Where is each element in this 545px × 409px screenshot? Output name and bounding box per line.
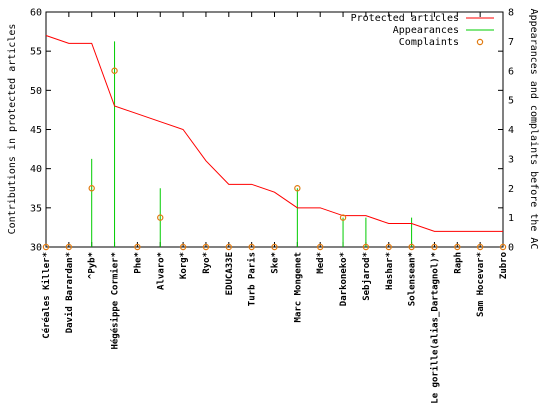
complaints-point — [179, 243, 187, 251]
y-tick-label: 45 — [30, 125, 42, 136]
legend-label-appearances: Appearances — [393, 25, 459, 36]
category-label: EDUCA33E — [225, 252, 235, 295]
category-label: Darkoneko* — [339, 252, 349, 306]
complaints-point — [65, 243, 73, 251]
category-label: Ryo* — [202, 252, 212, 274]
complaints-point — [202, 243, 210, 251]
y2-tick-label: 4 — [508, 125, 514, 136]
category-labels: Céréales Killer* David Barardan* ^Pyb* Hégé… — [41, 12, 509, 404]
complaints-point — [271, 243, 278, 251]
complaints-point — [248, 243, 255, 251]
category-label: Sebjarod* — [361, 252, 372, 301]
category-label: Hashar* — [385, 252, 395, 290]
y-tick-label: 35 — [30, 203, 42, 214]
complaints-point — [362, 243, 370, 251]
complaints-series — [42, 67, 507, 251]
complaints-point — [317, 243, 324, 251]
category-label: Phe* — [133, 252, 143, 274]
y2-tick-label: 3 — [508, 154, 514, 165]
category-label: Alvaro* — [156, 252, 166, 290]
complaints-point — [42, 243, 50, 251]
complaints-point — [499, 243, 507, 251]
y-tick-label: 55 — [30, 47, 42, 58]
protected-articles-series — [45, 35, 503, 232]
category-label: Hégésippe Cormier* — [110, 252, 121, 350]
category-label: David Barardan* — [64, 252, 75, 333]
legend: Protected articles Appearances Complaint… — [351, 13, 494, 48]
category-label: Solensean* — [408, 252, 418, 306]
complaints-point — [294, 185, 301, 192]
complaints-point — [454, 243, 461, 251]
y2-tick-label: 2 — [508, 184, 514, 195]
y2-tick-label: 6 — [508, 66, 514, 77]
complaints-point — [134, 243, 141, 251]
category-label: Sam Hocevar* — [476, 252, 486, 317]
y-tick-label: 40 — [30, 164, 42, 175]
legend-label-protected: Protected articles — [351, 13, 459, 24]
y2-tick-label: 5 — [508, 96, 514, 107]
complaints-point — [111, 67, 118, 74]
legend-label-complaints: Complaints — [399, 37, 459, 48]
category-label: Raph — [453, 252, 463, 274]
y-axis-label: Contributions in protected articles — [7, 24, 18, 235]
y2-tick-label: 1 — [508, 213, 514, 224]
category-label: Med* — [316, 252, 326, 274]
complaints-point — [225, 243, 232, 251]
y-tick-label: 30 — [30, 243, 42, 254]
left-axis-ticks: 30 35 40 45 50 55 60 — [30, 8, 503, 254]
complaints-point — [157, 214, 164, 221]
legend-swatch-complaints — [476, 38, 484, 46]
y2-tick-label: 8 — [508, 8, 514, 19]
right-axis-ticks: 0 1 2 3 4 5 6 7 8 — [508, 8, 514, 254]
category-label: Zubro — [499, 252, 509, 279]
complaints-point — [88, 185, 95, 192]
appearances-series — [91, 41, 413, 247]
category-label: Turb Paris — [247, 252, 258, 306]
category-label: Ske* — [271, 252, 281, 274]
y2-tick-label: 7 — [508, 37, 514, 48]
y-tick-label: 60 — [30, 8, 42, 19]
y2-tick-label: 0 — [508, 243, 514, 254]
protected-articles-line — [45, 35, 503, 232]
complaints-point — [408, 243, 415, 251]
y2-axis-label: Appearances and complaints before the AC — [528, 9, 539, 250]
complaints-point — [431, 243, 438, 251]
category-label: ^Pyb* — [88, 252, 98, 279]
complaints-point — [339, 214, 347, 221]
category-label: Le gorille(alias_Dartagnol)* — [429, 252, 440, 404]
category-label: Céréales Killer* — [41, 252, 52, 339]
complaints-point — [476, 243, 484, 251]
complaints-point — [385, 243, 392, 251]
category-label: Korg* — [179, 252, 189, 279]
category-label: Marc Mongenet — [293, 252, 303, 322]
y-tick-label: 50 — [30, 86, 42, 97]
